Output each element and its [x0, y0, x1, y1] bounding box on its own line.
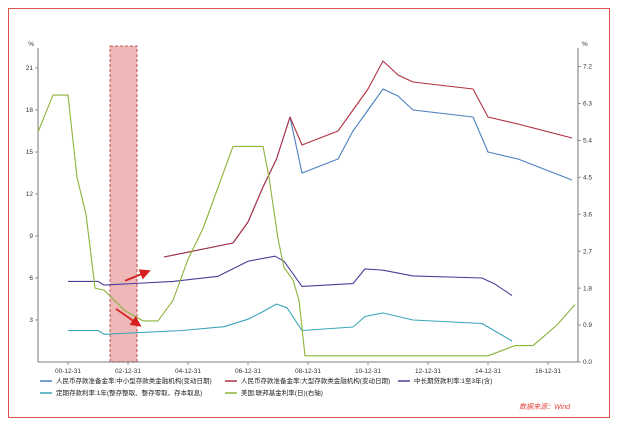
axes-layer: % % 21 18 15 12 9 6 3 7.2 6.3 5.4 4.5 3.6 2.7 1.8 0.9 0.0…: [26, 41, 593, 375]
right-tick-label: 5.4: [583, 137, 592, 144]
x-tick-label: 14-12-31: [475, 368, 501, 375]
x-tick-label: 04-12-31: [175, 368, 201, 375]
legend-label: 定期存款利率:1年(整存整取、整存零取、存本取息): [56, 388, 202, 397]
series-line-5: [37, 94, 576, 357]
x-tick-label: 00-12-31: [55, 368, 81, 375]
annotation-arrow-2: [115, 308, 142, 327]
legend-label: 中长期贷款利率:1至3年(含): [414, 376, 492, 385]
legend-label: 美国:联邦基金利率(日)(右轴): [241, 388, 323, 397]
arrow-layer: [115, 269, 151, 327]
left-tick-label: 9: [29, 233, 33, 240]
x-tick-label: 10-12-31: [355, 368, 381, 375]
left-tick-label: 15: [26, 149, 34, 156]
legend-label: 人民币存款准备金率:大型存款类金融机构(变动日期): [241, 376, 390, 385]
series-line-2: [163, 60, 573, 258]
right-tick-label: 4.5: [583, 174, 592, 181]
annotation-arrow-1: [124, 269, 151, 282]
left-tick-label: 3: [29, 317, 33, 324]
right-tick-label: 0.9: [583, 322, 592, 329]
series-line-1: [163, 88, 573, 258]
source-note: 数据来源：Wind: [519, 403, 571, 411]
chart-frame: [8, 8, 610, 418]
right-tick-label: 6.3: [583, 100, 592, 107]
right-tick-label: 1.8: [583, 285, 592, 292]
right-tick-label: 3.6: [583, 211, 592, 218]
series-layer: [37, 60, 576, 357]
left-tick-label: 18: [26, 107, 34, 114]
legend: 人民币存款准备金率:中小型存款类金融机构(变动日期) 人民币存款准备金率:大型存款…: [40, 376, 492, 397]
x-tick-label: 06-12-31: [235, 368, 261, 375]
right-tick-label: 0.0: [583, 359, 592, 366]
x-tick-label: 02-12-31: [115, 368, 141, 375]
left-tick-label: 21: [26, 65, 34, 72]
x-tick-label: 16-12-31: [535, 368, 561, 375]
right-tick-label: 2.7: [583, 248, 592, 255]
left-tick-label: 6: [29, 275, 33, 282]
x-tick-label: 08-12-31: [295, 368, 321, 375]
series-line-3: [68, 255, 513, 296]
x-tick-label: 12-12-31: [415, 368, 441, 375]
left-axis-unit: %: [28, 41, 34, 48]
series-line-4: [68, 303, 513, 342]
right-tick-label: 7.2: [583, 64, 592, 71]
legend-label: 人民币存款准备金率:中小型存款类金融机构(变动日期): [56, 376, 212, 385]
right-axis-unit: %: [582, 41, 588, 48]
left-tick-label: 12: [26, 191, 34, 198]
